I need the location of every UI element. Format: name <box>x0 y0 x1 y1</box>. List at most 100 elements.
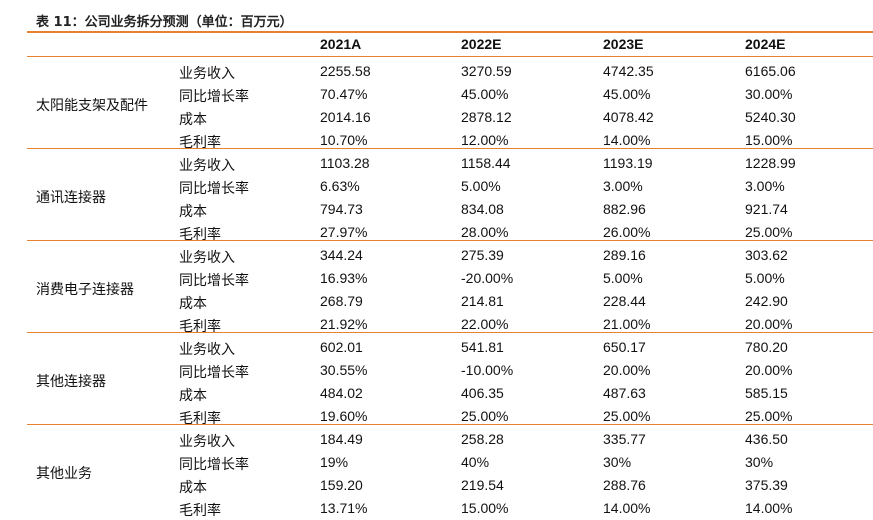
group-divider <box>27 424 873 425</box>
category-label: 消费电子连接器 <box>36 282 134 298</box>
value-cell-2021a: 6.63% <box>320 178 360 194</box>
metric-label: 业务收入 <box>179 66 235 82</box>
metric-label: 同比增长率 <box>179 457 249 473</box>
value-cell-2021a: 10.70% <box>320 132 368 148</box>
category-label: 其他业务 <box>36 466 92 482</box>
value-cell-2021a: 2014.16 <box>320 109 371 125</box>
value-cell-2023e: 335.77 <box>603 431 646 447</box>
value-cell-2023e: 21.00% <box>603 316 651 332</box>
value-cell-2021a: 794.73 <box>320 201 363 217</box>
value-cell-2021a: 19.60% <box>320 408 368 424</box>
category-label: 太阳能支架及配件 <box>36 98 148 114</box>
metric-label: 业务收入 <box>179 434 235 450</box>
value-cell-2024e: 375.39 <box>745 477 788 493</box>
value-cell-2023e: 288.76 <box>603 477 646 493</box>
value-cell-2023e: 1193.19 <box>603 155 653 171</box>
metric-label: 同比增长率 <box>179 89 249 105</box>
value-cell-2022e: 214.81 <box>461 293 504 309</box>
value-cell-2021a: 2255.58 <box>320 63 371 79</box>
value-cell-2023e: 14.00% <box>603 132 651 148</box>
value-cell-2023e: 650.17 <box>603 339 646 355</box>
value-cell-2024e: 20.00% <box>745 362 793 378</box>
value-cell-2022e: 45.00% <box>461 86 509 102</box>
value-cell-2021a: 344.24 <box>320 247 363 263</box>
value-cell-2024e: 30% <box>745 454 774 470</box>
value-cell-2023e: 26.00% <box>603 224 651 240</box>
value-cell-2023e: 4078.42 <box>603 109 654 125</box>
value-cell-2023e: 3.00% <box>603 178 643 194</box>
value-cell-2021a: 159.20 <box>320 477 363 493</box>
value-cell-2022e: 3270.59 <box>461 63 512 79</box>
value-cell-2023e: 882.96 <box>603 201 646 217</box>
metric-label: 同比增长率 <box>179 273 249 289</box>
value-cell-2023e: 14.00% <box>603 500 651 516</box>
value-cell-2021a: 602.01 <box>320 339 363 355</box>
value-cell-2022e: 15.00% <box>461 500 509 516</box>
value-cell-2022e: 1158.44 <box>461 155 511 171</box>
value-cell-2021a: 184.49 <box>320 431 363 447</box>
value-cell-2021a: 19% <box>320 454 349 470</box>
metric-label: 同比增长率 <box>179 365 249 381</box>
table-caption: 表 11：公司业务拆分预测（单位：百万元） <box>36 15 293 30</box>
metric-label: 成本 <box>179 296 207 312</box>
value-cell-2023e: 289.16 <box>603 247 646 263</box>
group-divider <box>27 240 873 241</box>
table-top-rule <box>27 31 873 33</box>
column-header-2022e: 2022E <box>461 36 502 52</box>
value-cell-2021a: 30.55% <box>320 362 368 378</box>
value-cell-2022e: 275.39 <box>461 247 504 263</box>
value-cell-2024e: 780.20 <box>745 339 788 355</box>
value-cell-2024e: 921.74 <box>745 201 788 217</box>
value-cell-2024e: 6165.06 <box>745 63 796 79</box>
value-cell-2023e: 45.00% <box>603 86 651 102</box>
value-cell-2023e: 4742.35 <box>603 63 654 79</box>
value-cell-2021a: 16.93% <box>320 270 368 286</box>
category-label: 通讯连接器 <box>36 190 106 206</box>
value-cell-2021a: 1103.28 <box>320 155 370 171</box>
value-cell-2021a: 70.47% <box>320 86 368 102</box>
metric-label: 业务收入 <box>179 342 235 358</box>
column-header-2021a: 2021A <box>320 36 362 52</box>
value-cell-2023e: 487.63 <box>603 385 646 401</box>
value-cell-2024e: 20.00% <box>745 316 793 332</box>
value-cell-2024e: 14.00% <box>745 500 793 516</box>
value-cell-2022e: 2878.12 <box>461 109 512 125</box>
value-cell-2024e: 3.00% <box>745 178 785 194</box>
metric-label: 成本 <box>179 388 207 404</box>
value-cell-2024e: 25.00% <box>745 224 793 240</box>
metric-label: 毛利率 <box>179 411 221 427</box>
value-cell-2022e: 541.81 <box>461 339 504 355</box>
value-cell-2024e: 5.00% <box>745 270 785 286</box>
value-cell-2022e: 12.00% <box>461 132 509 148</box>
value-cell-2021a: 268.79 <box>320 293 363 309</box>
value-cell-2023e: 30% <box>603 454 632 470</box>
value-cell-2023e: 25.00% <box>603 408 651 424</box>
header-rule <box>27 56 873 57</box>
value-cell-2024e: 15.00% <box>745 132 793 148</box>
value-cell-2022e: 406.35 <box>461 385 504 401</box>
metric-label: 成本 <box>179 480 207 496</box>
value-cell-2022e: 22.00% <box>461 316 509 332</box>
value-cell-2024e: 303.62 <box>745 247 788 263</box>
value-cell-2021a: 21.92% <box>320 316 368 332</box>
value-cell-2021a: 13.71% <box>320 500 368 516</box>
category-label: 其他连接器 <box>36 374 106 390</box>
value-cell-2022e: 219.54 <box>461 477 504 493</box>
value-cell-2023e: 20.00% <box>603 362 651 378</box>
value-cell-2022e: -10.00% <box>461 362 514 378</box>
column-header-2024e: 2024E <box>745 36 786 52</box>
metric-label: 毛利率 <box>179 319 221 335</box>
group-divider <box>27 332 873 333</box>
metric-label: 毛利率 <box>179 503 221 519</box>
value-cell-2022e: 258.28 <box>461 431 504 447</box>
value-cell-2024e: 5240.30 <box>745 109 796 125</box>
value-cell-2022e: 5.00% <box>461 178 501 194</box>
value-cell-2024e: 25.00% <box>745 408 793 424</box>
value-cell-2021a: 27.97% <box>320 224 368 240</box>
value-cell-2022e: 40% <box>461 454 490 470</box>
metric-label: 成本 <box>179 204 207 220</box>
value-cell-2021a: 484.02 <box>320 385 363 401</box>
metric-label: 毛利率 <box>179 135 221 151</box>
value-cell-2024e: 242.90 <box>745 293 788 309</box>
value-cell-2023e: 5.00% <box>603 270 643 286</box>
